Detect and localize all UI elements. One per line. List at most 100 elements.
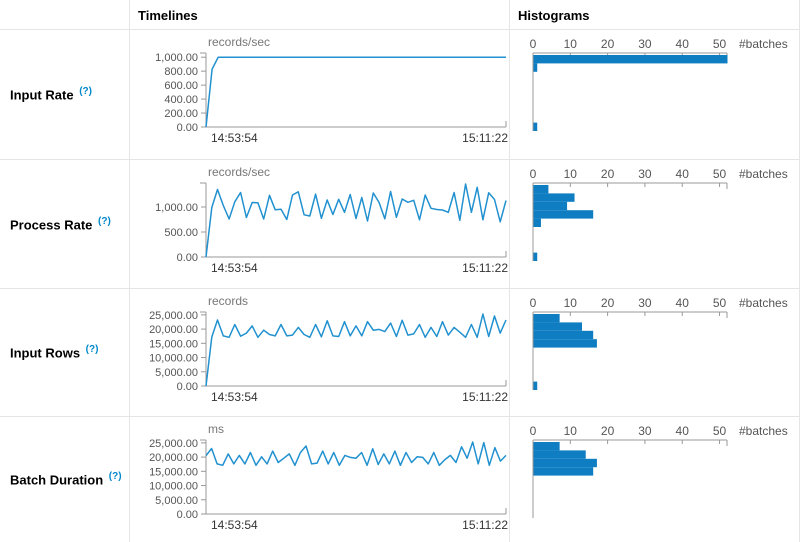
metric-label-cell: Input Rate (?): [0, 30, 130, 159]
hist-x-tick-label: 30: [638, 167, 652, 181]
timeline-line: [205, 313, 507, 387]
x-start-time-label: 14:53:54: [211, 261, 258, 275]
metric-header-cell: [0, 0, 130, 29]
hist-x-tick-label: 10: [564, 424, 578, 438]
x-end-time-label: 15:11:22: [462, 131, 508, 145]
y-tick-label: 200.00: [164, 108, 198, 120]
y-tick-label: 1,000.00: [155, 202, 198, 214]
metric-name: Batch Duration: [10, 472, 104, 488]
y-tick-label: 1,000.00: [155, 52, 198, 64]
hist-x-tick-label: 10: [564, 296, 578, 310]
process-rate-histogram-chart: 0 10 20 30 40 50 #batches: [530, 167, 788, 261]
hist-bar: [533, 218, 541, 227]
hist-bar: [533, 55, 728, 64]
histogram-cell: 0 10 20 30 40 50 #batches: [510, 160, 800, 288]
input-rate-timeline-chart: records/sec 1,000.00 800.00 600.00 400.00 200…: [155, 35, 508, 145]
y-tick-label: 20,000.00: [149, 452, 198, 464]
y-tick-label: 10,000.00: [149, 481, 198, 493]
hist-zero-bar: [533, 381, 538, 390]
y-tick-label: 400.00: [164, 94, 198, 106]
hist-x-tick-label: 40: [676, 37, 690, 51]
hist-x-tick-label: 10: [564, 167, 578, 181]
y-tick-label: 500.00: [164, 227, 198, 239]
timeline-line: [205, 441, 507, 467]
batches-axis-label: #batches: [739, 424, 788, 438]
y-tick-label: 5,000.00: [155, 367, 198, 379]
hist-bar: [533, 63, 538, 72]
histogram-cell: 0 10 20 30 40 50 #batches: [510, 30, 800, 159]
hist-zero-bar: [533, 252, 538, 261]
y-tick-label: 10,000.00: [149, 353, 198, 365]
input-rate-histogram-chart: 0 10 20 30 40 50 #batches: [530, 37, 788, 131]
y-tick-label: 20,000.00: [149, 324, 198, 336]
unit-label: records/sec: [208, 165, 270, 179]
timeline-cell: records/sec 1,000.00 500.00 0.00 14:53:54 15:…: [130, 160, 510, 288]
hist-zero-bar: [533, 122, 538, 131]
x-start-time-label: 14:53:54: [211, 131, 258, 145]
hist-bar: [533, 330, 594, 340]
hist-x-tick-label: 50: [713, 167, 727, 181]
x-end-time-label: 15:11:22: [462, 390, 508, 404]
x-start-time-label: 14:53:54: [211, 518, 258, 532]
hist-x-tick-label: 20: [601, 37, 615, 51]
hist-bar: [533, 193, 575, 202]
y-tick-label: 0.00: [177, 381, 198, 393]
metric-name: Input Rate: [10, 87, 74, 103]
batches-axis-label: #batches: [739, 296, 788, 310]
histogram-cell: 0 10 20 30 40 50 #batches: [510, 417, 800, 542]
hist-x-tick-label: 20: [601, 424, 615, 438]
x-end-time-label: 15:11:22: [462, 261, 508, 275]
hist-x-tick-label: 30: [638, 296, 652, 310]
table-header-row: Timelines Histograms: [0, 0, 800, 30]
hist-bar: [533, 322, 582, 331]
timeline-line: [205, 56, 506, 128]
hist-bar: [533, 210, 594, 219]
metric-label-cell: Process Rate (?): [0, 160, 130, 288]
hist-x-tick-label: 40: [676, 167, 690, 181]
y-tick-label: 600.00: [164, 80, 198, 92]
y-tick-label: 15,000.00: [149, 466, 198, 478]
y-tick-label: 0.00: [177, 509, 198, 521]
y-tick-label: 25,000.00: [149, 438, 198, 450]
input-rate-help-link[interactable]: (?): [79, 86, 92, 98]
metric-name: Process Rate: [10, 217, 93, 233]
batch-duration-help-link[interactable]: (?): [108, 471, 122, 483]
batch-duration-row: Batch Duration (?) ms 25,000.00 20,000.00 1…: [0, 417, 800, 542]
timeline-cell: records/sec 1,000.00 800.00 600.00 400.00 200…: [130, 30, 510, 159]
unit-label: records/sec: [208, 35, 270, 49]
metric-rows-container: Input Rate (?) records/sec 1,000.00 800.00…: [0, 30, 800, 542]
hist-bar: [533, 450, 586, 459]
hist-x-tick-label: 20: [601, 167, 615, 181]
hist-x-tick-label: 40: [676, 424, 690, 438]
metric-label-cell: Input Rows (?): [0, 289, 130, 416]
hist-x-tick-label: 40: [676, 296, 690, 310]
metric-name: Input Rows: [10, 345, 81, 361]
y-tick-label: 0.00: [177, 252, 198, 264]
hist-x-tick-label: 10: [564, 37, 578, 51]
batches-axis-label: #batches: [739, 167, 788, 181]
hist-x-tick-label: 50: [713, 37, 727, 51]
input-rows-help-link[interactable]: (?): [85, 344, 99, 356]
hist-x-tick-label: 0: [530, 37, 537, 51]
y-tick-label: 15,000.00: [149, 338, 198, 350]
hist-x-tick-label: 50: [713, 424, 727, 438]
x-start-time-label: 14:53:54: [211, 390, 258, 404]
hist-x-tick-label: 0: [530, 296, 537, 310]
input-rows-row: Input Rows (?) records 25,000.00 20,000.00…: [0, 289, 800, 417]
timeline-cell: ms 25,000.00 20,000.00 15,000.00 10,000.00 5,…: [130, 417, 510, 542]
hist-x-tick-label: 30: [638, 424, 652, 438]
y-tick-label: 0.00: [177, 122, 198, 134]
process-rate-help-link[interactable]: (?): [98, 215, 111, 227]
hist-x-tick-label: 50: [713, 296, 727, 310]
hist-bar: [533, 185, 549, 194]
y-tick-label: 5,000.00: [155, 495, 198, 507]
hist-x-tick-label: 30: [638, 37, 652, 51]
hist-bar: [533, 201, 568, 211]
input-rate-row: Input Rate (?) records/sec 1,000.00 800.00…: [0, 30, 800, 160]
histogram-cell: 0 10 20 30 40 50 #batches: [510, 289, 800, 416]
process-rate-row: Process Rate (?) records/sec 1,000.00 500.…: [0, 160, 800, 289]
hist-bar: [533, 339, 597, 348]
timeline-cell: records 25,000.00 20,000.00 15,000.00 10,000…: [130, 289, 510, 416]
x-end-time-label: 15:11:22: [462, 518, 508, 532]
